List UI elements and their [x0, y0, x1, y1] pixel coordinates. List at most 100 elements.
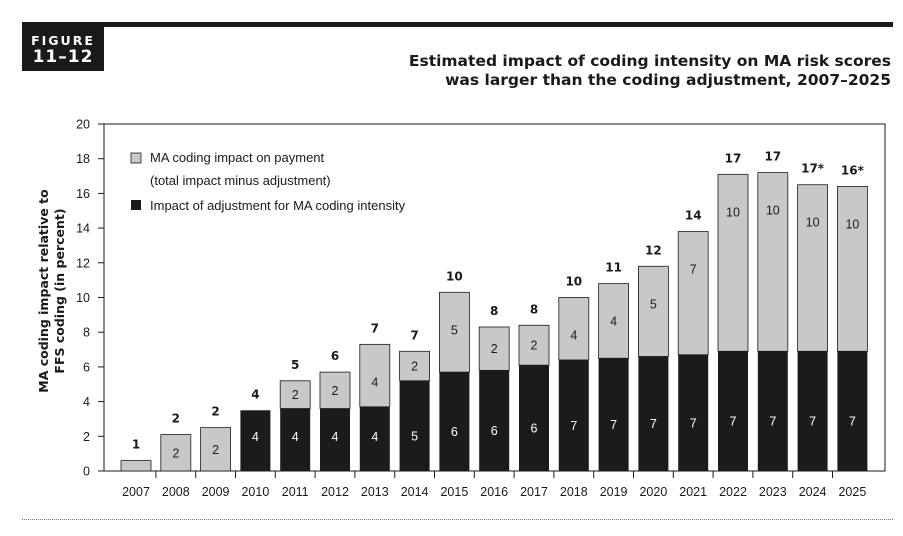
x-tick-label: 2012 — [321, 485, 349, 499]
bar-coding-impact — [717, 173, 749, 352]
bar-total-label: 4 — [251, 387, 259, 401]
bar-total-label: 5 — [291, 358, 299, 372]
bar-coding-impact — [399, 350, 431, 382]
bar-coding-impact — [518, 324, 550, 366]
bar-coding-impact — [757, 172, 789, 352]
figure-word: FIGURE — [31, 33, 95, 48]
bar-total-label: 17 — [725, 151, 742, 165]
y-tick-label: 2 — [83, 430, 90, 444]
x-tick-label: 2008 — [162, 485, 190, 499]
bar-coding-impact-label: 5 — [451, 323, 458, 337]
bar-coding-impact-label: 2 — [172, 446, 179, 460]
bar-adjustment — [359, 406, 390, 471]
y-tick-label: 14 — [76, 222, 90, 236]
chart-title-line2: was larger than the coding adjustment, 2… — [445, 71, 891, 89]
bar-total-label: 14 — [685, 209, 702, 223]
figure-number: 11–12 — [32, 47, 94, 67]
y-tick-label: 6 — [83, 360, 90, 374]
x-tick-label: 2017 — [520, 485, 548, 499]
top-rule — [22, 22, 893, 27]
bar-total-label: 6 — [331, 349, 339, 363]
bar-coding-impact — [837, 186, 868, 352]
bar-coding-impact-label: 10 — [726, 205, 740, 219]
bar-total-label: 1 — [132, 438, 140, 452]
y-tick-label: 18 — [76, 152, 90, 166]
bar-coding-impact-label: 5 — [650, 297, 657, 311]
bar-adjustment — [240, 410, 271, 471]
x-tick-label: 2025 — [838, 485, 866, 499]
bar-total-label: 8 — [490, 304, 498, 318]
bar-total-label: 10 — [446, 269, 463, 283]
y-tick-label: 12 — [76, 256, 90, 270]
bar-adjustment-label: 4 — [332, 430, 339, 444]
bar-total-label: 12 — [645, 243, 662, 257]
bar-adjustment-label: 4 — [371, 430, 378, 444]
bar-adjustment-label: 7 — [849, 415, 856, 429]
figure-badge: FIGURE 11–12 — [22, 27, 104, 71]
x-axis: 2007 2008 2009 2010 2011 2012 2013 2014 2015 2016… — [122, 471, 866, 499]
bar-coding-impact-label: 10 — [806, 216, 820, 230]
legend: MA coding impact on payment (total impac… — [130, 150, 406, 213]
bar-coding-impact-label: 7 — [690, 263, 697, 277]
x-tick-label: 2010 — [241, 485, 269, 499]
y-tick-label: 10 — [76, 291, 90, 305]
y-tick-label: 4 — [83, 395, 90, 409]
bar-adjustment — [479, 370, 510, 471]
x-tick-label: 2009 — [202, 485, 230, 499]
x-tick-label: 2024 — [799, 485, 827, 499]
bar-total-label: 11 — [605, 261, 622, 275]
bar-adjustment — [797, 351, 828, 471]
x-tick-label: 2020 — [639, 485, 667, 499]
x-tick-label: 2018 — [560, 485, 588, 499]
y-tick-label: 16 — [76, 187, 90, 201]
bar-adjustment — [558, 359, 589, 471]
bar-adjustment-label: 7 — [570, 419, 577, 433]
x-tick-label: 2016 — [480, 485, 508, 499]
bar-coding-impact — [438, 291, 470, 373]
bar-coding-impact — [279, 380, 311, 409]
bar-coding-impact — [200, 427, 232, 472]
bar-coding-impact — [638, 265, 669, 357]
bar-coding-impact — [677, 231, 709, 356]
bar-adjustment — [519, 365, 549, 471]
x-tick-label: 2011 — [282, 485, 309, 499]
bar-total-label: 2 — [172, 412, 180, 426]
bar-coding-impact — [359, 343, 391, 408]
x-tick-label: 2015 — [440, 485, 468, 499]
bar-coding-impact-label: 10 — [845, 217, 859, 231]
y-tick-label: 8 — [83, 326, 90, 340]
bar-total-label: 17 — [764, 150, 781, 164]
bar-adjustment-label: 7 — [769, 415, 776, 429]
legend-swatch-adjustment — [131, 200, 141, 210]
bar-adjustment-label: 4 — [292, 430, 299, 444]
bar-adjustment — [439, 372, 470, 471]
bar-coding-impact — [160, 434, 192, 472]
x-tick-label: 2013 — [361, 485, 389, 499]
bar-total-label: 2 — [211, 405, 219, 419]
bar-coding-impact — [558, 297, 590, 361]
bar-coding-impact-label: 10 — [766, 204, 780, 218]
bar-adjustment-label: 4 — [252, 430, 259, 444]
legend-label-adjustment: Impact of adjustment for MA coding inten… — [150, 198, 406, 213]
bar-adjustment — [757, 351, 788, 471]
bar-coding-impact — [120, 460, 152, 472]
x-tick-label: 2007 — [122, 485, 150, 499]
bar-adjustment — [837, 351, 868, 471]
chart-title: Estimated impact of coding intensity on … — [291, 52, 891, 90]
bar-adjustment — [399, 380, 430, 471]
bar-adjustment-label: 7 — [690, 416, 697, 430]
bar-adjustment-label: 6 — [451, 425, 458, 439]
bottom-rule — [22, 519, 893, 520]
bar-coding-impact — [478, 326, 510, 371]
bar-total-label: 16* — [841, 163, 865, 177]
x-tick-label: 2023 — [759, 485, 787, 499]
bar-adjustment — [280, 408, 311, 471]
y-tick-label: 0 — [83, 465, 90, 479]
bar-coding-impact-label: 4 — [610, 315, 617, 329]
bar-total-label: 8 — [530, 302, 538, 316]
bar-total-label: 7 — [410, 328, 418, 342]
y-axis: 0 2 4 6 8 10 12 14 16 18 20 — [76, 118, 104, 479]
bar-coding-impact-label: 2 — [491, 342, 498, 356]
bar-coding-impact-label: 4 — [371, 375, 378, 389]
x-tick-label: 2014 — [401, 485, 429, 499]
